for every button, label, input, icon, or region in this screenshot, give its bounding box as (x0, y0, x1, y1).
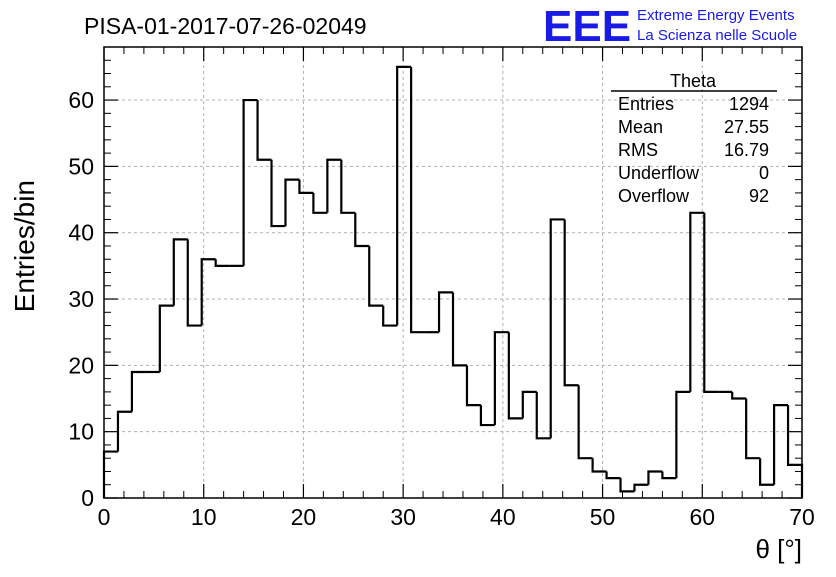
grid-layer (104, 47, 802, 498)
histogram-bin (493, 331, 509, 426)
histogram-bin (172, 238, 188, 306)
x-tick-label: 50 (590, 504, 616, 530)
histogram-bin (298, 179, 314, 195)
histogram-bin (437, 291, 453, 333)
histogram-bin (703, 212, 719, 393)
stats-label-underflow: Underflow (618, 163, 700, 183)
histogram-bin (731, 391, 747, 400)
histogram-bin (326, 158, 342, 213)
histogram-bin (270, 159, 286, 228)
histogram-bin (745, 398, 761, 460)
x-tick-label: 40 (490, 504, 516, 530)
logo-line-1: Extreme Energy Events (637, 7, 795, 24)
x-tick-label: 60 (689, 504, 715, 530)
histogram-bin (591, 458, 607, 473)
stats-label-entries: Entries (618, 94, 674, 114)
histogram-bin (186, 239, 202, 327)
x-axis-label: θ [°] (755, 534, 802, 564)
histogram-bin (507, 332, 523, 420)
histogram-bin (689, 211, 705, 392)
x-tick-label: 30 (390, 504, 416, 530)
histogram-bin (158, 304, 174, 372)
histogram-bin (619, 478, 635, 493)
histogram-bin (242, 98, 258, 266)
histogram-bin (577, 385, 593, 460)
histogram-bin (759, 458, 775, 486)
histogram-bin (521, 390, 537, 419)
histogram-bin (368, 245, 384, 307)
stats-value-overflow: 92 (749, 186, 769, 206)
plot-title: PISA-01-2017-07-26-02049 (84, 13, 367, 39)
histogram-bin (772, 404, 789, 485)
histogram-bin (451, 292, 467, 367)
y-tick-label: 30 (68, 286, 94, 312)
eee-logo: EEE Extreme Energy Events La Scienza nel… (543, 2, 797, 51)
y-tick-label: 10 (68, 419, 94, 445)
stats-value-underflow: 0 (759, 163, 769, 183)
y-tick-label: 20 (68, 352, 94, 378)
histogram-bin (605, 471, 621, 480)
histogram-layer (102, 65, 804, 498)
tick-layer (103, 46, 803, 499)
histogram-bin (535, 391, 551, 440)
y-tick-label: 0 (81, 485, 94, 511)
stats-label-rms: RMS (618, 140, 658, 160)
eee-logo-mark: EEE (543, 2, 631, 51)
y-tick-label: 60 (68, 87, 94, 113)
histogram-bin (661, 471, 677, 480)
stats-label-overflow: Overflow (618, 186, 690, 206)
histogram-bin (312, 192, 328, 214)
x-tick-label: 0 (98, 504, 111, 530)
tick-label-layer: 0 10 20 30 40 50 60 70 0 10 20 30 40 50 60 (68, 87, 814, 530)
histogram-bin (675, 390, 691, 479)
plot-frame (103, 46, 803, 499)
x-tick-label: 20 (291, 504, 317, 530)
histogram-bin (116, 410, 132, 452)
histogram-bin (284, 178, 300, 227)
histogram-bin (549, 218, 565, 439)
histogram-bin (633, 483, 649, 492)
y-tick-label: 50 (68, 153, 94, 179)
histogram-bin (563, 219, 579, 387)
histogram-bin (396, 65, 412, 326)
stats-value-mean: 27.55 (724, 117, 769, 137)
histogram-bin (647, 470, 663, 485)
y-tick-label: 40 (68, 220, 94, 246)
histogram-bin (340, 159, 356, 214)
histogram-bin (256, 100, 272, 161)
stats-label-mean: Mean (618, 117, 663, 137)
y-axis-label: Entries/bin (9, 180, 40, 312)
histogram-bin (465, 365, 481, 407)
histogram-bin (410, 66, 426, 334)
histogram-bin (214, 259, 230, 267)
histogram-bin (786, 405, 804, 498)
histogram-bin (382, 305, 398, 327)
histogram-bin (130, 370, 146, 412)
histogram-bin (200, 258, 216, 326)
x-tick-label: 10 (191, 504, 217, 530)
stats-box: Theta Entries 1294 Mean 27.55 RMS 16.79 … (611, 71, 777, 206)
x-tick-label: 70 (789, 504, 815, 530)
stats-value-entries: 1294 (729, 94, 769, 114)
stats-value-rms: 16.79 (724, 140, 769, 160)
histogram-bin (354, 212, 370, 248)
logo-line-2: La Scienza nelle Scuole (637, 27, 797, 44)
stats-box-title: Theta (670, 71, 717, 91)
histogram-bin (479, 405, 495, 427)
